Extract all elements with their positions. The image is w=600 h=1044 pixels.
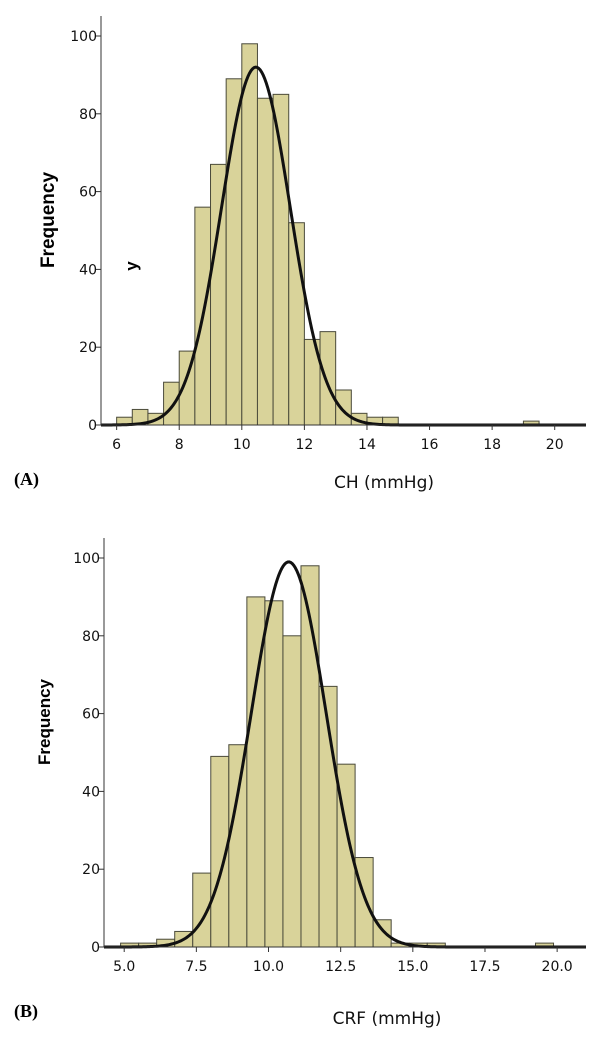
x-axis-title: CRF (mmHg) [333, 1009, 442, 1029]
y-tick-label: 60 [82, 707, 100, 723]
x-tick-label: 16 [421, 437, 439, 453]
stray-label: y [122, 261, 141, 271]
bars-group [116, 43, 540, 426]
x-tick-label: 14 [358, 437, 376, 453]
histogram-bar [241, 43, 258, 426]
y-tick-label: 0 [88, 418, 97, 434]
histogram-ch: 6 8 10 12 14 16 18 20 0 20 40 60 80 100 Frequency y … [0, 0, 600, 500]
x-tick-label: 7.5 [185, 959, 207, 975]
x-tick-label: 15.0 [397, 959, 428, 975]
histogram-bar [282, 635, 302, 948]
x-tick-label: 18 [483, 437, 501, 453]
x-axis-title: CH (mmHg) [334, 473, 434, 493]
x-tick-label: 10.0 [253, 959, 284, 975]
histogram-bar [319, 331, 337, 426]
histogram-bar [264, 600, 284, 948]
y-ticks-group: 0 20 40 60 80 100 [70, 29, 101, 434]
x-tick-label: 5.0 [113, 959, 135, 975]
panel-label-a: (A) [14, 469, 39, 490]
y-tick-label: 100 [73, 551, 100, 567]
x-tick-label: 6 [112, 437, 121, 453]
x-tick-label: 20 [546, 437, 564, 453]
histogram-bar [256, 97, 274, 426]
y-tick-label: 80 [79, 107, 97, 123]
y-axis-title: Frequency [35, 678, 54, 765]
y-tick-label: 20 [82, 862, 100, 878]
y-tick-label: 20 [79, 340, 97, 356]
histogram-bar [335, 389, 352, 426]
normal-curve [100, 65, 586, 427]
histogram-bar [372, 919, 392, 948]
histogram-bar [210, 163, 227, 426]
y-tick-label: 40 [79, 262, 97, 278]
panel-label-b: (B) [14, 1001, 38, 1022]
y-tick-label: 60 [79, 185, 97, 201]
x-tick-label: 12 [295, 437, 313, 453]
histogram-bar [163, 381, 180, 426]
x-tick-label: 8 [175, 437, 184, 453]
y-tick-label: 100 [70, 29, 97, 45]
y-ticks-group: 0 20 40 60 80 100 [73, 551, 104, 956]
x-tick-label: 20.0 [542, 959, 573, 975]
y-tick-label: 40 [82, 784, 100, 800]
x-tick-label: 17.5 [469, 959, 500, 975]
histogram-bar [228, 744, 248, 948]
x-tick-label: 10 [233, 437, 251, 453]
bars-group [120, 565, 555, 948]
x-tick-label: 12.5 [325, 959, 356, 975]
x-ticks-group: 6 8 10 12 14 16 18 20 [112, 425, 564, 453]
histogram-crf-svg: 5.0 7.5 10.0 12.5 15.0 17.5 20.0 020406080100 … [14, 538, 586, 1029]
y-tick-label: 80 [82, 629, 100, 645]
y-axis-title: Frequency [38, 172, 59, 269]
y-tick-label: 0 [91, 940, 100, 956]
x-ticks-group: 5.0 7.5 10.0 12.5 15.0 17.5 20.0 [113, 947, 573, 975]
histogram-crf: 5.0 7.5 10.0 12.5 15.0 17.5 20.0 0 20 40 60 80 100 … [0, 522, 600, 1044]
